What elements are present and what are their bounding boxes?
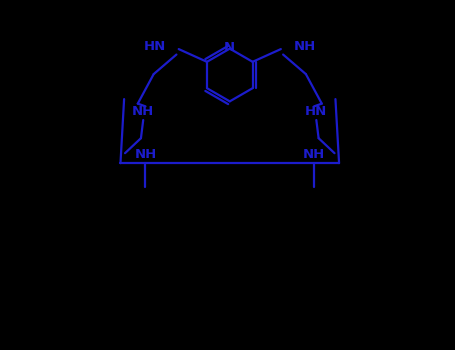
Text: NH: NH xyxy=(134,148,157,161)
Text: NH: NH xyxy=(132,105,154,118)
Text: N: N xyxy=(224,41,235,54)
Text: HN: HN xyxy=(144,40,166,53)
Text: HN: HN xyxy=(305,105,328,118)
Text: NH: NH xyxy=(293,40,316,53)
Text: NH: NH xyxy=(303,148,325,161)
